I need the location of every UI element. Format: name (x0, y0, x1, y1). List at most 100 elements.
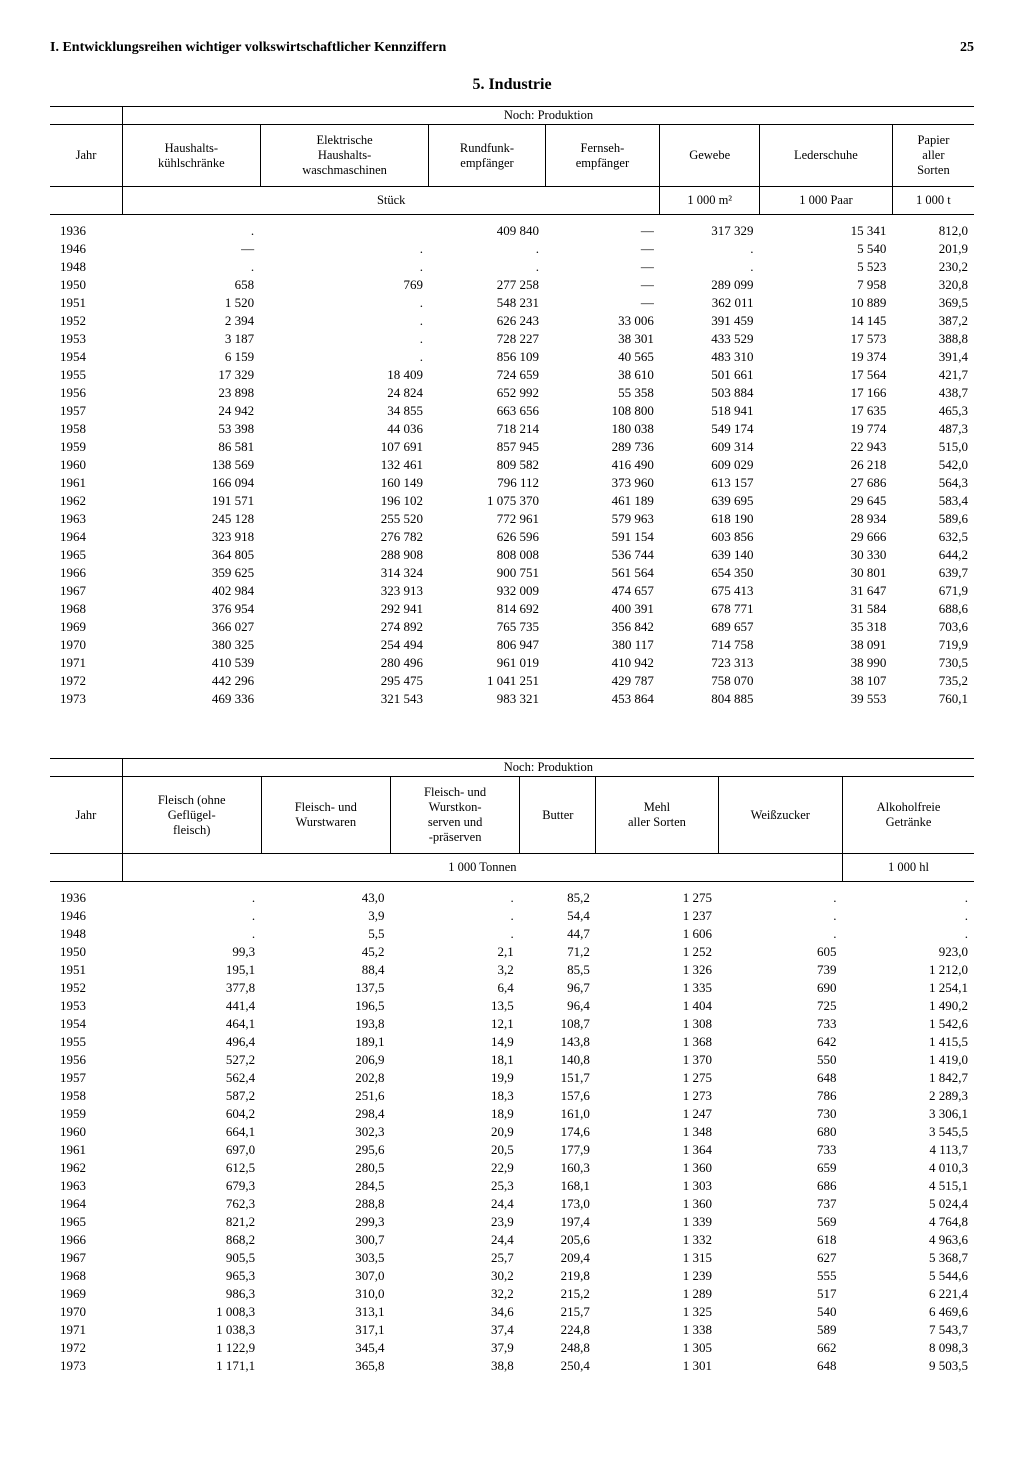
cell-value: 501 661 (660, 366, 760, 384)
cell-value: 365,8 (261, 1357, 390, 1375)
cell-value: 31 647 (760, 582, 893, 600)
table-row: 1950658769277 258—289 0997 958320,8 (50, 276, 974, 294)
cell-value: 1 041 251 (429, 672, 545, 690)
cell-value: 5,5 (261, 925, 390, 943)
cell-value: 662 (718, 1339, 843, 1357)
cell-year: 1967 (50, 1249, 122, 1267)
cell-value: 13,5 (390, 997, 519, 1015)
cell-value: 166 094 (123, 474, 261, 492)
cell-value: 168,1 (520, 1177, 596, 1195)
cell-value: 4 764,8 (843, 1213, 974, 1231)
col2-h7: AlkoholfreieGetränke (843, 777, 974, 854)
cell-value: 44 036 (260, 420, 429, 438)
cell-value: 28 934 (760, 510, 893, 528)
cell-value: 5 523 (760, 258, 893, 276)
cell-value: 196 102 (260, 492, 429, 510)
cell-value: 219,8 (520, 1267, 596, 1285)
table-row: 1969366 027274 892765 735356 842689 6573… (50, 618, 974, 636)
cell-value: 26 218 (760, 456, 893, 474)
cell-value: 24,4 (390, 1195, 519, 1213)
cell-value: 496,4 (122, 1033, 261, 1051)
cell-value: 362 011 (660, 294, 760, 312)
cell-value: 739 (718, 961, 843, 979)
cell-value: 20,9 (390, 1123, 519, 1141)
cell-value: 17 166 (760, 384, 893, 402)
cell-value: 377,8 (122, 979, 261, 997)
cell-year: 1957 (50, 402, 123, 420)
cell-value: 723 313 (660, 654, 760, 672)
table1-body: 1936.409 840—317 32915 341812,01946—..—.… (50, 215, 974, 709)
cell-value: 1 325 (596, 1303, 718, 1321)
cell-value: 639 140 (660, 546, 760, 564)
cell-value: 24 824 (260, 384, 429, 402)
cell-value: . (390, 882, 519, 908)
table-row: 1948...—.5 523230,2 (50, 258, 974, 276)
cell-value: 626 243 (429, 312, 545, 330)
cell-year: 1950 (50, 943, 122, 961)
cell-value: 288,8 (261, 1195, 390, 1213)
cell-value: 1 338 (596, 1321, 718, 1339)
cell-value: 255 520 (260, 510, 429, 528)
cell-value: 1 315 (596, 1249, 718, 1267)
table-row: 1955496,4189,114,9143,81 3686421 415,5 (50, 1033, 974, 1051)
cell-value: 317,1 (261, 1321, 390, 1339)
cell-value: 34,6 (390, 1303, 519, 1321)
cell-value: 132 461 (260, 456, 429, 474)
cell-value: 900 751 (429, 564, 545, 582)
cell-year: 1961 (50, 1141, 122, 1159)
table-row: 19711 038,3317,137,4224,81 3385897 543,7 (50, 1321, 974, 1339)
cell-value: — (545, 276, 660, 294)
cell-value: 22,9 (390, 1159, 519, 1177)
cell-value: 23,9 (390, 1213, 519, 1231)
cell-year: 1959 (50, 438, 123, 456)
cell-value: 356 842 (545, 618, 660, 636)
cell-year: 1936 (50, 882, 122, 908)
cell-value: 151,7 (520, 1069, 596, 1087)
cell-value: 618 190 (660, 510, 760, 528)
cell-value: 806 947 (429, 636, 545, 654)
cell-value: 442 296 (123, 672, 261, 690)
cell-value: 1 520 (123, 294, 261, 312)
cell-value: 288 908 (260, 546, 429, 564)
cell-value: 1 335 (596, 979, 718, 997)
cell-value: 17 573 (760, 330, 893, 348)
cell-value: 108 800 (545, 402, 660, 420)
cell-value: 3 187 (123, 330, 261, 348)
cell-value: 725 (718, 997, 843, 1015)
cell-value: 416 490 (545, 456, 660, 474)
cell-value: 29 666 (760, 528, 893, 546)
cell-year: 1966 (50, 1231, 122, 1249)
cell-value: 202,8 (261, 1069, 390, 1087)
unit-leder: 1 000 Paar (760, 187, 893, 215)
cell-value: 804 885 (660, 690, 760, 708)
cell-value: 1 247 (596, 1105, 718, 1123)
cell-value: . (718, 925, 843, 943)
col-year-2: Jahr (50, 777, 122, 854)
cell-value: 3 545,5 (843, 1123, 974, 1141)
cell-year: 1954 (50, 1015, 122, 1033)
cell-value: 688,6 (892, 600, 974, 618)
cell-value: . (390, 925, 519, 943)
table-row: 19721 122,9345,437,9248,81 3056628 098,3 (50, 1339, 974, 1357)
cell-value: 53 398 (123, 420, 261, 438)
table-row: 1970380 325254 494806 947380 117714 7583… (50, 636, 974, 654)
table-row: 19731 171,1365,838,8250,41 3016489 503,5 (50, 1357, 974, 1375)
cell-value: 609 029 (660, 456, 760, 474)
cell-value: 157,6 (520, 1087, 596, 1105)
cell-value: 19 774 (760, 420, 893, 438)
cell-value: 6,4 (390, 979, 519, 997)
cell-value: . (260, 312, 429, 330)
cell-value: 88,4 (261, 961, 390, 979)
table-industrie-1: Noch: Produktion Jahr Haushalts-kühlschr… (50, 106, 974, 708)
cell-value: 314 324 (260, 564, 429, 582)
cell-value: 652 992 (429, 384, 545, 402)
cell-value: 10 889 (760, 294, 893, 312)
cell-value: 517 (718, 1285, 843, 1303)
cell-value: 714 758 (660, 636, 760, 654)
table-row: 1946.3,9.54,41 237.. (50, 907, 974, 925)
cell-value: 310,0 (261, 1285, 390, 1303)
cell-year: 1946 (50, 240, 123, 258)
cell-value: 769 (260, 276, 429, 294)
cell-value: 317 329 (660, 215, 760, 241)
cell-value: 542,0 (892, 456, 974, 474)
